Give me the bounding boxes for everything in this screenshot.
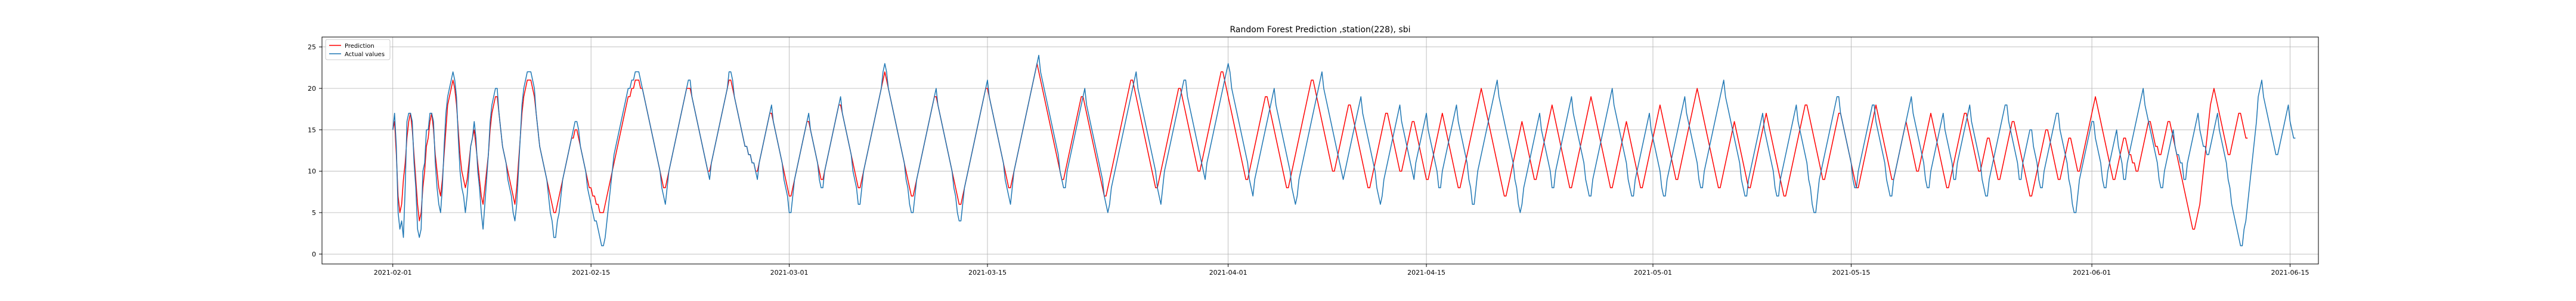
x-tick-label: 2021-02-15 — [572, 269, 610, 277]
y-axis: 0 5 10 15 20 25 — [308, 44, 322, 258]
grid — [322, 37, 2318, 264]
y-tick-label: 0 — [312, 250, 316, 258]
x-tick-label: 2021-04-01 — [1209, 269, 1247, 277]
chart-title: Random Forest Prediction ,station(228), … — [1230, 25, 1410, 35]
series-layer — [392, 54, 2296, 247]
x-axis: 2021-02-01 2021-02-15 2021-03-01 2021-03-15… — [374, 264, 2309, 277]
series-line-actual-values — [392, 54, 2296, 247]
x-tick-label: 2021-03-01 — [770, 269, 809, 277]
x-tick-label: 2021-02-01 — [374, 269, 412, 277]
legend-box — [325, 39, 391, 60]
x-tick-label: 2021-06-01 — [2073, 269, 2111, 277]
y-tick-label: 25 — [308, 44, 316, 51]
x-tick-label: 2021-04-15 — [1407, 269, 1445, 277]
x-tick-label: 2021-03-15 — [968, 269, 1007, 277]
y-tick-label: 20 — [308, 85, 316, 93]
legend-label: Prediction — [345, 43, 374, 50]
x-tick-label: 2021-06-15 — [2271, 269, 2309, 277]
x-tick-label: 2021-05-15 — [1832, 269, 1870, 277]
y-tick-label: 5 — [312, 209, 316, 217]
legend-label: Actual values — [345, 51, 385, 58]
x-tick-label: 2021-05-01 — [1634, 269, 1672, 277]
y-tick-label: 15 — [308, 126, 316, 134]
plot-frame — [321, 36, 2319, 265]
y-tick-label: 10 — [308, 168, 316, 176]
